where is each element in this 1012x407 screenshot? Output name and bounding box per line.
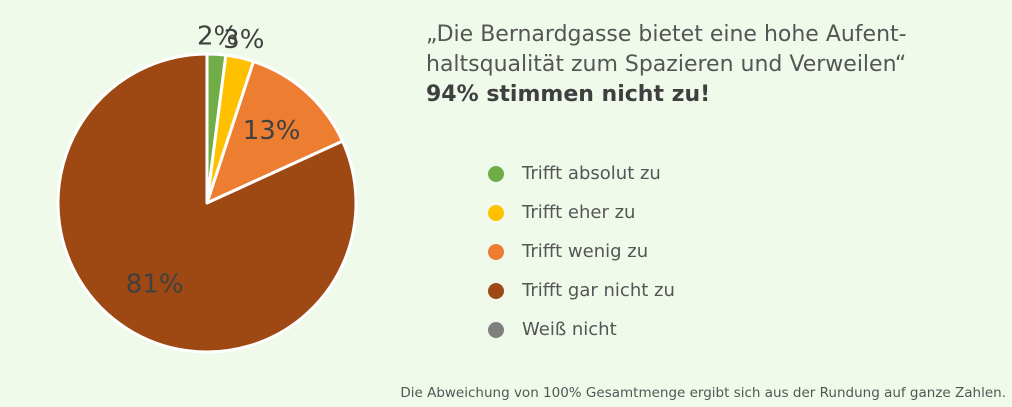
data-label-trifft-gar-nicht-zu: 81% — [126, 270, 184, 300]
legend-item-weiss-nicht: Weiß nicht — [488, 310, 675, 349]
legend-dot-trifft-eher-zu — [488, 204, 504, 221]
legend-item-trifft-gar-nicht-zu: Trifft gar nicht zu — [488, 271, 675, 310]
legend-dot-trifft-absolut-zu — [488, 165, 504, 182]
pie-slice-trifft-gar-nicht-zu — [56, 52, 358, 354]
legend-label-trifft-absolut-zu: Trifft absolut zu — [522, 163, 661, 184]
pie-slice-trifft-wenig-zu — [205, 59, 345, 205]
legend-dot-trifft-gar-nicht-zu — [488, 282, 504, 299]
legend-label-trifft-eher-zu: Trifft eher zu — [522, 202, 636, 223]
legend-item-trifft-eher-zu: Trifft eher zu — [488, 193, 675, 232]
legend-label-weiss-nicht: Weiß nicht — [522, 319, 617, 340]
headline-quote-line-1: „Die Bernardgasse bietet eine hohe Aufen… — [426, 22, 907, 47]
data-label-trifft-eher-zu: 3% — [223, 25, 264, 55]
legend-label-trifft-wenig-zu: Trifft wenig zu — [522, 241, 649, 262]
legend-dot-trifft-wenig-zu — [488, 243, 504, 260]
headline: „Die Bernardgasse bietet eine hohe Aufen… — [426, 20, 986, 110]
data-label-trifft-absolut-zu: 2% — [197, 21, 238, 51]
pie-chart: 2%3% 13% 81% — [56, 21, 358, 354]
footnote: Die Abweichung von 100% Gesamtmenge ergi… — [400, 385, 1006, 401]
chart-legend: Trifft absolut zu Trifft eher zu Trifft … — [488, 154, 675, 349]
data-label-trifft-wenig-zu: 13% — [243, 116, 301, 146]
legend-item-trifft-wenig-zu: Trifft wenig zu — [488, 232, 675, 271]
legend-item-trifft-absolut-zu: Trifft absolut zu — [488, 154, 675, 193]
headline-emphasis: 94% stimmen nicht zu! — [426, 82, 711, 107]
legend-label-trifft-gar-nicht-zu: Trifft gar nicht zu — [522, 280, 675, 301]
legend-dot-weiss-nicht — [488, 321, 504, 338]
headline-quote-line-2: haltsqualität zum Spazieren und Verweile… — [426, 52, 907, 77]
